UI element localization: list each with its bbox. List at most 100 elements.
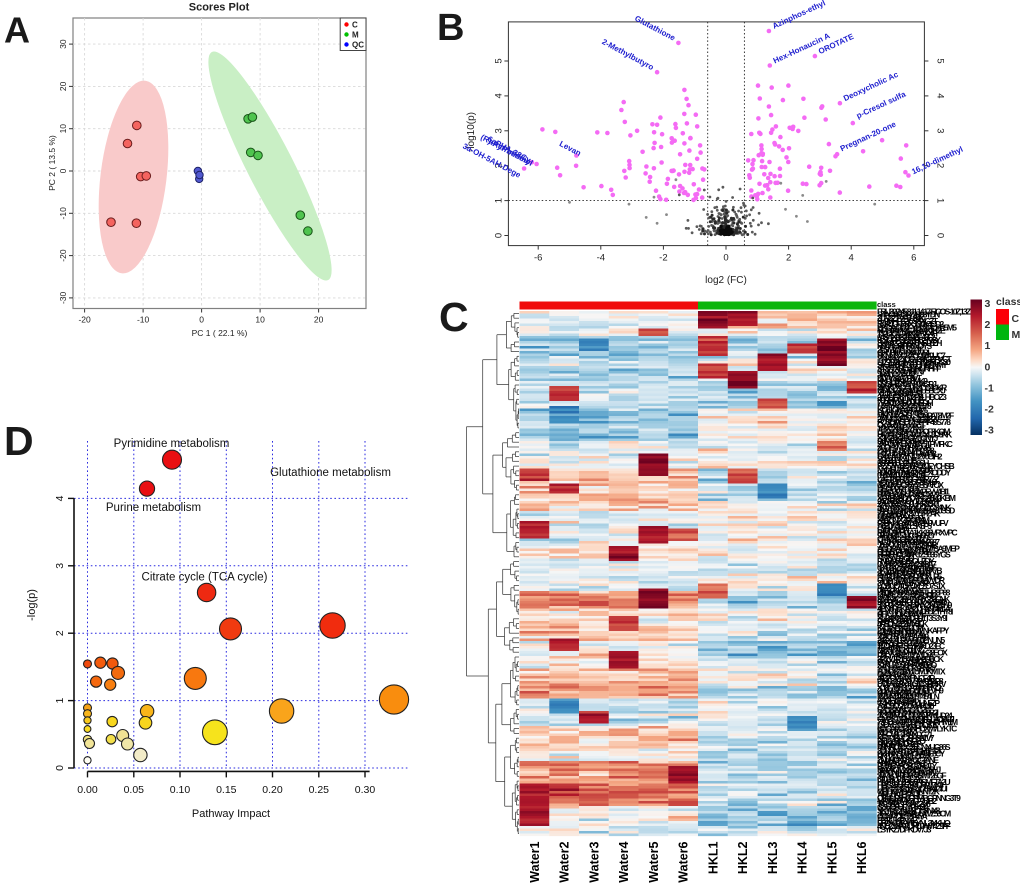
svg-text:NN479620VSYKJ5: NN479620VSYKJ5 [877,758,928,768]
svg-text:9FE9BIT5JJLOH5EG: 9FE9BIT5JJLOH5EG [877,531,935,541]
svg-text:J8PCNTHSZ3UPVTN: J8PCNTHSZ3UPVTN [877,768,936,778]
svg-text:64SAX0BJ1NBL43F2: 64SAX0BJ1NBL43F2 [877,332,936,342]
svg-text:NYM6VXIOZAOU0A: NYM6VXIOZAOU0A [877,464,934,474]
svg-text:X1J2UI9S981LS1: X1J2UI9S981LS1 [877,389,924,399]
svg-text:7V2XZO3D0VHEDIH: 7V2XZO3D0VHEDIH [877,398,933,408]
svg-text:4IEN9RFKASZURX9DIELA: 4IEN9RFKASZURX9DIELA [877,603,951,613]
svg-text:1PVCX98L7ZFNT: 1PVCX98L7ZFNT [877,423,926,433]
svg-text:7S1CJ3IDHCG2O: 7S1CJ3IDHCG2O [877,736,926,746]
svg-text:YNKNV23DCV36K2ZPVCT: YNKNV23DCV36K2ZPVCT [877,354,953,364]
svg-text:KC51CI6AZ4OJM: KC51CI6AZ4OJM [877,404,926,414]
svg-text:MHN0A2HSLSONPAT8M2F: MHN0A2HSLSONPAT8M2F [877,411,954,421]
svg-text:N5XUF36G100BLEBCXJ: N5XUF36G100BLEBCXJ [877,385,946,395]
svg-text:YB029EKAHE: YB029EKAHE [877,455,918,465]
svg-text:3: 3 [934,128,945,133]
svg-text:3: 3 [985,298,991,310]
svg-text:class: class [996,296,1020,308]
svg-text:ZRHBBFD4EDVH9B2I: ZRHBBFD4EDVH9B2I [877,708,939,718]
svg-text:IEECV8FJKFIXDG71: IEECV8FJKFIXDG71 [877,730,933,740]
svg-text:class: class [877,300,896,309]
svg-text:2U5VL25EBDCL6JLVH9: 2U5VL25EBDCL6JLVH9 [877,685,944,695]
svg-text:4: 4 [493,93,504,98]
svg-text:A0Z0AJ0ALL3K6P5: A0Z0AJ0ALL3K6P5 [877,521,932,531]
svg-text:4AGFYAZ0Afro: 4AGFYAZ0Afro [877,695,919,705]
svg-text:G4KNHN6YOUHN5ZP: G4KNHN6YOUHN5ZP [877,698,940,708]
svg-text:DEOPPRT1896: DEOPPRT1896 [877,483,920,493]
svg-text:0: 0 [58,168,68,173]
svg-text:D7XA629XTKJ1C3BNKV: D7XA629XTKJ1C3BNKV [877,679,947,689]
svg-text:BNJ7NUK61LDP7X: BNJ7NUK61LDP7X [877,752,932,762]
svg-text:20: 20 [314,315,324,325]
svg-text:2: 2 [985,319,991,331]
svg-text:ST37TXBOJEIHURHFF: ST37TXBOJEIHURHFF [877,363,941,373]
svg-text:-1: -1 [985,382,994,394]
svg-text:54A91LDKPHXG5BA8JSSD: 54A91LDKPHXG5BA8JSSD [877,505,955,515]
svg-text:FNI1JV87U53OU7DY: FNI1JV87U53OU7DY [877,556,935,566]
svg-text:0: 0 [985,361,991,373]
svg-text:EMA2IC2EH7YP8G52CNK: EMA2IC2EH7YP8G52CNK [877,594,951,604]
svg-text:1: 1 [934,198,945,203]
svg-text:UTO2PCDEV102OF8KOM: UTO2PCDEV102OF8KOM [877,427,950,437]
svg-text:YNJR2A4VDK6BYK7: YNJR2A4VDK6BYK7 [877,663,937,673]
svg-text:PC 2 ( 13.5 %): PC 2 ( 13.5 %) [47,135,57,191]
svg-text:MF85KI0MX7CF7UB2: MF85KI0MX7CF7UB2 [877,796,937,806]
svg-text:FB8NXSV0HGP4UE8CY: FB8NXSV0HGP4UE8CY [877,749,946,759]
svg-text:VHUS9X796ZVF4S: VHUS9X796ZVF4S [877,689,930,699]
svg-text:9XFRNL1TO080VXX789D: 9XFRNL1TO080VXX789D [877,597,947,607]
svg-text:6L9URFOD70B52TV2Y: 6L9URFOD70B52TV2Y [877,335,941,345]
svg-text:2: 2 [493,163,504,168]
svg-text:B: B [437,7,464,49]
svg-text:IR6B6PHXvnc aci: IR6B6PHXvnc aci [877,512,923,522]
svg-text:0.25: 0.25 [309,784,330,796]
svg-text:Glutathione metabolism: Glutathione metabolism [270,467,391,479]
svg-text:-log10(p): -log10(p) [466,112,477,152]
svg-text:3RZVTR1544NIH2DBCK: 3RZVTR1544NIH2DBCK [877,654,945,664]
svg-text:XU2486YBVUJU1T3S3Y9I: XU2486YBVUJU1T3S3Y9I [877,613,947,623]
svg-text:-20: -20 [78,315,91,325]
svg-text:ESGIH83YEN80XGPJ: ESGIH83YEN80XGPJ [877,379,937,389]
svg-text:2: 2 [934,163,945,168]
svg-text:0.20: 0.20 [262,784,283,796]
svg-text:HM6TUL2BO7PISMFTA2U: HM6TUL2BO7PISMFTA2U [877,777,950,787]
svg-text:CMM8CCIBXJ0LU: CMM8CCIBXJ0LU [877,534,929,544]
svg-text:X1KLEDS9HRX98BO: X1KLEDS9HRX98BO [877,660,938,670]
svg-text:BPEBT4B86VD9SK: BPEBT4B86VD9SK [877,547,933,557]
svg-text:5: 5 [934,58,945,63]
svg-text:GKJR80HMA: GKJR80HMA [877,670,916,680]
svg-text:U5OKN8XGJ4S5THB8P88: U5OKN8XGJ4S5THB8P88 [877,588,951,598]
svg-text:3: 3 [54,563,66,569]
svg-text:B359BYPO9GZRUTY: B359BYPO9GZRUTY [877,761,938,771]
svg-text:C6MUE5H2CPMBGPNNG3T9: C6MUE5H2CPMBGPNNG3T9 [877,793,961,803]
svg-text:PC 1 ( 22.1 %): PC 1 ( 22.1 %) [192,328,248,338]
svg-text:YCM14EA32CF85VLJ: YCM14EA32CF85VLJ [877,477,938,487]
svg-text:JKVY8831NY8LCIGCS4NK: JKVY8831NY8LCIGCS4NK [877,502,952,512]
svg-text:4R5DN2ZZMX3LK: 4R5DN2ZZMX3LK [877,619,929,629]
svg-text:085NMJ7Z6PADE: 085NMJ7Z6PADE [877,471,927,481]
svg-text:I6X0UY0RYN1J2V0OIH2: I6X0UY0RYN1J2V0OIH2 [877,452,943,462]
svg-text:F9RRMNLANHE: F9RRMNLANHE [877,395,925,405]
svg-text:T32UDTGBIX3PKFXH: T32UDTGBIX3PKFXH [877,329,938,339]
svg-text:ZNVHUN06YOCTANE: ZNVHUN06YOCTANE [877,755,939,765]
svg-text:HKL3: HKL3 [766,841,780,874]
svg-text:ZXIP5JUSGV7PL3S8: ZXIP5JUSGV7PL3S8 [877,445,935,455]
svg-text:HS4ACRHP6NOYS: HS4ACRHP6NOYS [877,341,933,351]
svg-text:2: 2 [786,253,791,264]
svg-text:X60ZTVXZROI8NM: X60ZTVXZROI8NM [877,515,930,525]
svg-text:EPZAJOKVT5YNL3IYKHO: EPZAJOKVT5YNL3IYKHO [877,818,951,828]
svg-text:HKL4: HKL4 [796,841,810,874]
svg-text:Citrate cycle (TCA cycle): Citrate cycle (TCA cycle) [142,572,268,584]
svg-text:PI2RLEI2EUP38SCXV9: PI2RLEI2EUP38SCXV9 [877,490,940,500]
svg-text:HKL6: HKL6 [855,841,869,874]
svg-text:HKL5: HKL5 [826,841,840,874]
svg-text:E3RK43BN: E3RK43BN [877,524,909,534]
svg-text:0.00: 0.00 [77,784,98,796]
svg-text:35NKPXCGIJEZCC4DKR: 35NKPXCGIJEZCC4DKR [877,382,947,392]
svg-text:49Z7OVV4XHNCF4R: 49Z7OVV4XHNCF4R [877,673,935,683]
svg-text:4NDZ18F97UH0JAM4Z9FF: 4NDZ18F97UH0JAM4Z9FF [877,821,951,831]
svg-text:L1Z7B3L4M3E5A10RDC20: L1Z7B3L4M3E5A10RDC20 [877,357,951,367]
svg-text:BNV6OMX55EN7R5HJ: BNV6OMX55EN7R5HJ [877,764,942,774]
svg-text:SKYRE2N668OO8NX8: SKYRE2N668OO8NX8 [877,805,941,815]
svg-text:6FABVUC76YYB5ATOX: 6FABVUC76YYB5ATOX [877,480,944,490]
svg-text:2MMCNEBALZCB82V: 2MMCNEBALZCB82V [877,414,940,424]
svg-text:6T0J8U91F2LZY: 6T0J8U91F2LZY [877,774,923,784]
